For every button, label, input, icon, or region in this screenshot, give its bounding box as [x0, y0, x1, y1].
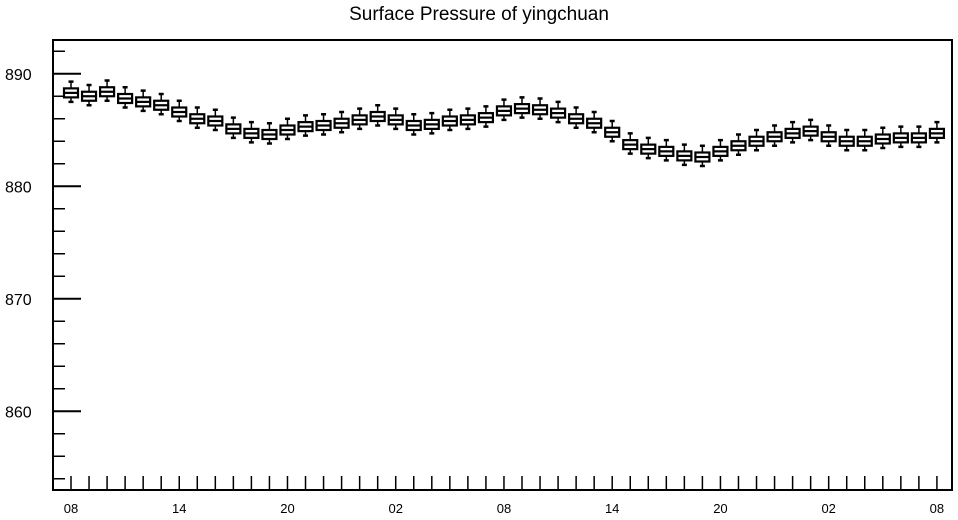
chart-title: Surface Pressure of yingchuan	[349, 4, 609, 25]
box-item	[568, 106, 585, 129]
box-item	[207, 108, 224, 132]
box-item	[423, 111, 440, 135]
box-series	[62, 79, 946, 168]
box-item	[369, 104, 386, 127]
box-item	[135, 89, 152, 113]
box-item	[531, 97, 549, 120]
x-tick-label: 02	[388, 501, 402, 516]
box-item	[495, 98, 513, 122]
box-item	[784, 120, 801, 144]
box-item	[387, 107, 404, 131]
box-item	[802, 118, 819, 142]
box-item	[892, 125, 909, 149]
box-item	[80, 83, 98, 107]
box-item	[820, 124, 837, 147]
box-item	[243, 120, 260, 144]
y-tick-label: 880	[5, 179, 32, 196]
box-item	[928, 120, 946, 144]
y-tick-label: 860	[5, 404, 32, 421]
box-item	[604, 119, 621, 143]
x-tick-label: 08	[497, 501, 511, 516]
box-item	[441, 108, 458, 132]
x-tick-label: 08	[64, 501, 78, 516]
box-item	[874, 126, 891, 150]
x-tick-label: 02	[821, 501, 835, 516]
box-item	[513, 96, 531, 119]
y-minor-ticks	[53, 50, 65, 480]
box-item	[549, 100, 567, 124]
box-item	[261, 122, 278, 145]
y-tick-labels: 860 870 880 890	[5, 67, 32, 422]
box-item	[694, 144, 711, 168]
box-item	[640, 136, 657, 160]
box-item	[153, 92, 170, 116]
box-item	[225, 116, 242, 140]
x-tick-labels: 08 14 20 02 08 14 20 02 08	[64, 501, 944, 516]
box-item	[333, 110, 350, 134]
box-item	[586, 110, 603, 134]
plot-frame	[52, 39, 953, 491]
x-tick-label: 20	[713, 501, 727, 516]
box-item	[315, 113, 332, 136]
box-item	[766, 124, 783, 147]
y-major-ticks	[53, 72, 81, 413]
box-item	[405, 113, 422, 136]
box-item	[838, 128, 855, 152]
box-item	[351, 107, 368, 131]
box-item	[658, 138, 675, 162]
x-ticks	[70, 476, 938, 490]
box-item	[62, 80, 80, 104]
y-tick-label: 890	[5, 67, 32, 84]
x-tick-label: 14	[172, 501, 186, 516]
box-item	[477, 105, 495, 128]
box-item	[676, 143, 693, 167]
x-tick-label: 14	[605, 501, 619, 516]
box-item	[459, 107, 476, 131]
box-item	[748, 128, 765, 152]
box-item	[856, 128, 873, 152]
box-item	[171, 99, 188, 123]
x-tick-label: 20	[280, 501, 294, 516]
box-item	[910, 125, 927, 149]
box-item	[117, 86, 134, 109]
box-item	[189, 106, 206, 129]
box-item	[712, 138, 729, 162]
x-tick-label: 08	[930, 501, 944, 516]
box-item	[622, 132, 639, 155]
box-item	[98, 79, 116, 102]
box-item	[297, 114, 314, 137]
box-item	[279, 117, 296, 141]
y-tick-label: 870	[5, 292, 32, 309]
box-item	[730, 133, 747, 156]
